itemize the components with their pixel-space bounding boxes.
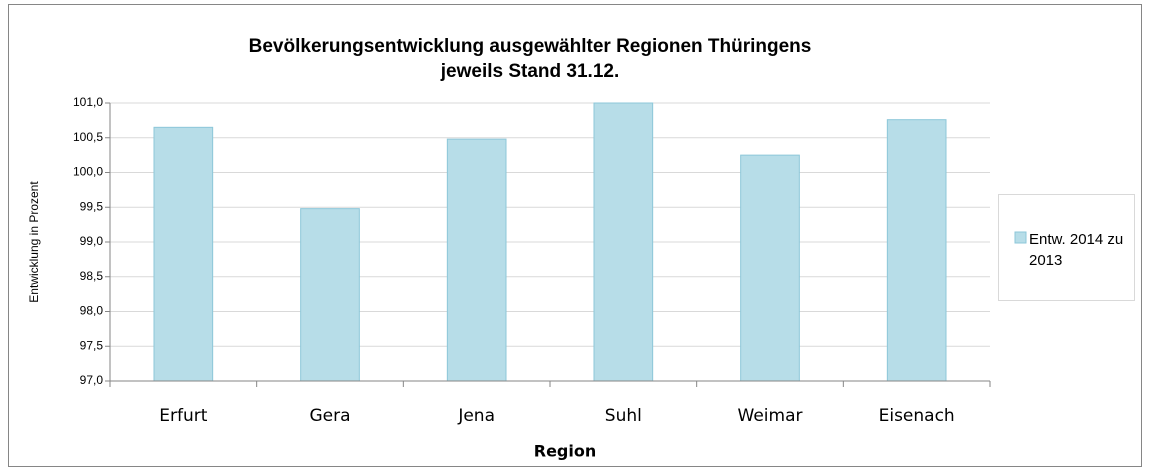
y-tick-label: 100,0 — [73, 165, 103, 179]
y-tick-label: 101,0 — [73, 95, 103, 109]
y-tick-label: 97,0 — [80, 373, 104, 387]
y-tick-label: 98,5 — [80, 269, 104, 283]
x-tick-label: Weimar — [738, 406, 803, 426]
y-axis-title: Entwicklung in Prozent — [27, 181, 41, 303]
legend-label: Entw. 2014 zu 2013 — [1029, 231, 1124, 269]
chart-subtitle: jeweils Stand 31.12. — [440, 61, 619, 82]
bar — [446, 138, 507, 382]
y-tick-label: 100,5 — [73, 130, 103, 144]
legend-box — [998, 194, 1135, 301]
chart-title: Bevölkerungsentwicklung ausgewählter Reg… — [249, 36, 812, 57]
x-tick-label: Suhl — [605, 406, 642, 426]
y-tick-label: 99,0 — [80, 234, 104, 248]
x-tick-label: Jena — [457, 406, 495, 426]
legend-swatch — [1014, 231, 1027, 244]
y-tick-label: 99,5 — [80, 199, 104, 213]
y-tick-label: 97,5 — [80, 338, 104, 352]
y-tick-label: 98,0 — [80, 304, 104, 318]
bar — [153, 126, 214, 382]
x-tick-label: Eisenach — [879, 406, 955, 426]
x-tick-label: Erfurt — [159, 406, 207, 426]
x-axis-title: Region — [534, 442, 597, 461]
x-tick-label: Gera — [309, 406, 350, 426]
bar — [300, 208, 360, 382]
bar — [886, 119, 947, 382]
bar — [593, 102, 654, 382]
bar — [740, 154, 800, 382]
